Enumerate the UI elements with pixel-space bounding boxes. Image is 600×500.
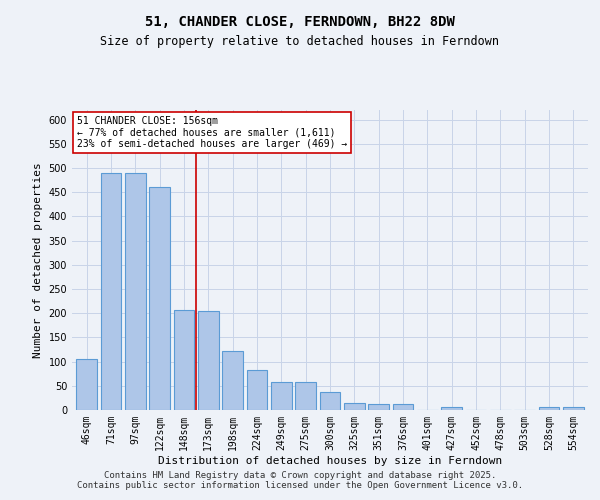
Bar xyxy=(344,402,365,410)
Y-axis label: Number of detached properties: Number of detached properties xyxy=(33,162,43,358)
Bar xyxy=(101,173,121,410)
Bar xyxy=(392,404,413,410)
Text: 51, CHANDER CLOSE, FERNDOWN, BH22 8DW: 51, CHANDER CLOSE, FERNDOWN, BH22 8DW xyxy=(145,15,455,29)
X-axis label: Distribution of detached houses by size in Ferndown: Distribution of detached houses by size … xyxy=(158,456,502,466)
Bar xyxy=(271,382,292,410)
Bar xyxy=(76,359,97,410)
Text: Size of property relative to detached houses in Ferndown: Size of property relative to detached ho… xyxy=(101,35,499,48)
Bar xyxy=(222,351,243,410)
Bar xyxy=(295,382,316,410)
Bar xyxy=(198,311,218,410)
Bar xyxy=(173,310,194,410)
Bar xyxy=(125,173,146,410)
Bar xyxy=(563,406,584,410)
Text: 51 CHANDER CLOSE: 156sqm
← 77% of detached houses are smaller (1,611)
23% of sem: 51 CHANDER CLOSE: 156sqm ← 77% of detach… xyxy=(77,116,347,149)
Bar xyxy=(320,392,340,410)
Bar xyxy=(442,406,462,410)
Text: Contains HM Land Registry data © Crown copyright and database right 2025.
Contai: Contains HM Land Registry data © Crown c… xyxy=(77,470,523,490)
Bar xyxy=(368,404,389,410)
Bar xyxy=(149,188,170,410)
Bar xyxy=(247,370,268,410)
Bar xyxy=(539,406,559,410)
